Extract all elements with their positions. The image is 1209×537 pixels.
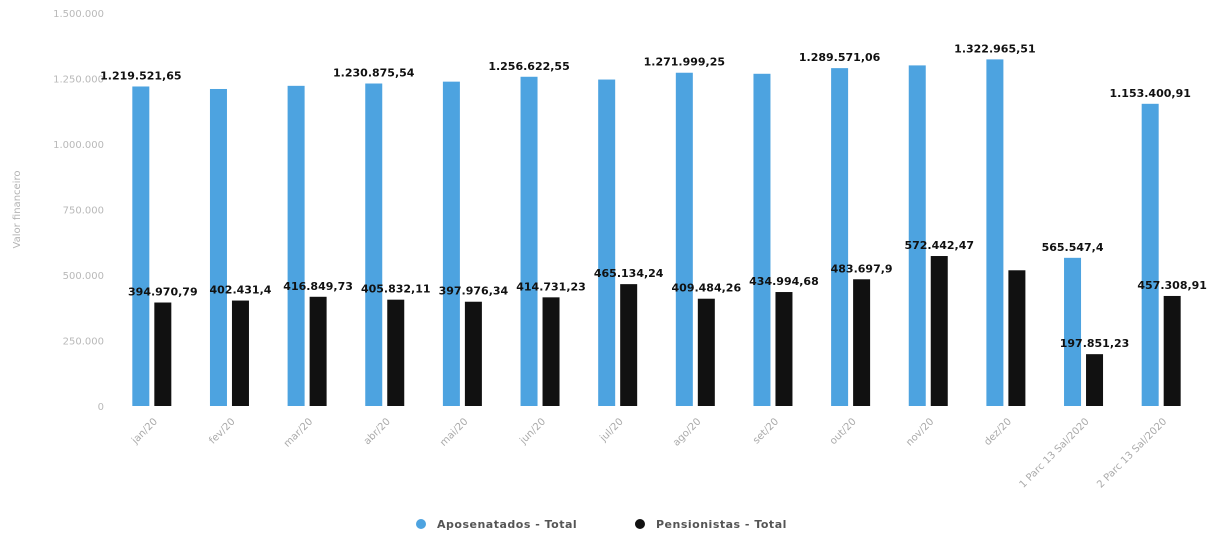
y-tick-label: 500.000 bbox=[63, 271, 104, 282]
data-label: 1.230.875,54 bbox=[333, 67, 415, 80]
data-label: 405.832,11 bbox=[361, 283, 431, 296]
legend-marker bbox=[416, 519, 426, 529]
bar-aposentados[interactable] bbox=[908, 65, 926, 407]
x-tick-label: mai/20 bbox=[438, 416, 470, 448]
data-label: 1.322.965,51 bbox=[954, 42, 1035, 55]
legend-item[interactable]: Aposenatados - Total bbox=[416, 518, 577, 531]
x-tick-label: nov/20 bbox=[904, 416, 936, 448]
x-tick-label: abr/20 bbox=[362, 416, 393, 447]
bar-pensionistas[interactable] bbox=[309, 296, 327, 406]
bar-aposentados[interactable] bbox=[520, 76, 538, 406]
bar-aposentados[interactable] bbox=[753, 73, 771, 406]
bar-aposentados[interactable] bbox=[1141, 103, 1159, 406]
bar-aposentados[interactable] bbox=[986, 59, 1004, 407]
x-tick-label: jul/20 bbox=[598, 416, 626, 444]
bar-pensionistas[interactable] bbox=[697, 298, 715, 406]
data-label: 414.731,23 bbox=[516, 280, 586, 293]
bar-pensionistas[interactable] bbox=[853, 279, 871, 406]
bar-pensionistas[interactable] bbox=[387, 299, 405, 406]
data-label: 1.219.521,65 bbox=[100, 69, 181, 82]
bar-aposentados[interactable] bbox=[442, 81, 460, 407]
data-label: 465.134,24 bbox=[594, 267, 664, 280]
bar-aposentados[interactable] bbox=[675, 72, 693, 406]
y-tick-label: 1.250.000 bbox=[53, 75, 104, 86]
bar-pensionistas[interactable] bbox=[930, 256, 948, 406]
data-label: 402.431,4 bbox=[209, 284, 271, 297]
data-label: 1.153.400,91 bbox=[1109, 87, 1190, 100]
data-label: 1.271.999,25 bbox=[644, 56, 725, 69]
data-label: 434.994,68 bbox=[749, 275, 819, 288]
x-tick-label: dez/20 bbox=[982, 416, 1014, 448]
bar-pensionistas[interactable] bbox=[1163, 295, 1181, 406]
x-tick-label: jun/20 bbox=[517, 416, 548, 447]
y-tick-label: 0 bbox=[98, 402, 104, 413]
y-tick-label: 1.000.000 bbox=[53, 140, 104, 151]
data-label: 483.697,9 bbox=[831, 262, 893, 275]
bar-pensionistas[interactable] bbox=[542, 297, 560, 406]
bar-pensionistas[interactable] bbox=[1008, 270, 1026, 406]
legend-item[interactable]: Pensionistas - Total bbox=[635, 518, 787, 531]
bar-aposentados[interactable] bbox=[132, 86, 150, 407]
bar-pensionistas[interactable] bbox=[154, 302, 172, 406]
data-label: 394.970,79 bbox=[128, 286, 198, 299]
legend-label: Aposenatados - Total bbox=[437, 518, 577, 531]
bar-aposentados[interactable] bbox=[1064, 257, 1082, 406]
x-tick-label: 2 Parc 13 Sal/2020 bbox=[1095, 416, 1169, 490]
bar-aposentados[interactable] bbox=[209, 88, 227, 406]
x-tick-label: mar/20 bbox=[282, 416, 315, 449]
y-axis: 0 250.000 500.000 750.000 1.000.000 1.250.000… bbox=[53, 9, 104, 413]
bar-pensionistas[interactable] bbox=[464, 301, 482, 406]
x-tick-label: ago/20 bbox=[671, 416, 703, 448]
data-label: 572.442,47 bbox=[904, 239, 974, 252]
bar-aposentados[interactable] bbox=[831, 68, 849, 406]
bar-aposentados[interactable] bbox=[365, 83, 383, 406]
y-tick-label: 750.000 bbox=[63, 206, 104, 217]
data-label: 457.308,91 bbox=[1137, 279, 1207, 292]
data-labels-group: 1.219.521,65 394.970,79 402.431,4 416.849,7… bbox=[100, 42, 1207, 350]
data-label: 1.256.622,55 bbox=[488, 60, 569, 73]
x-tick-label: set/20 bbox=[751, 416, 781, 446]
legend-label: Pensionistas - Total bbox=[656, 518, 787, 531]
bar-aposentados[interactable] bbox=[287, 85, 305, 406]
x-tick-label: out/20 bbox=[828, 416, 859, 447]
legend-marker bbox=[635, 519, 645, 529]
y-tick-label: 250.000 bbox=[63, 337, 104, 348]
y-axis-label: Valor financeiro bbox=[12, 171, 23, 249]
x-tick-label: jan/20 bbox=[129, 416, 160, 447]
data-label: 409.484,26 bbox=[672, 282, 742, 295]
bars-group bbox=[132, 59, 1181, 407]
data-label: 397.976,34 bbox=[439, 285, 509, 298]
bar-aposentados[interactable] bbox=[598, 79, 616, 406]
x-axis: jan/20 fev/20 mar/20 abr/20 mai/20 jun/20 jul/… bbox=[129, 416, 1169, 490]
data-label: 565.547,4 bbox=[1042, 241, 1104, 254]
x-tick-label: 1 Parc 13 Sal/2020 bbox=[1018, 416, 1092, 490]
y-tick-label: 1.500.000 bbox=[53, 9, 104, 20]
bar-pensionistas[interactable] bbox=[775, 292, 793, 406]
data-label: 416.849,73 bbox=[283, 280, 353, 293]
legend[interactable]: Aposenatados - Total Pensionistas - Total bbox=[416, 518, 787, 531]
bar-pensionistas[interactable] bbox=[1086, 354, 1104, 406]
data-label: 197.851,23 bbox=[1060, 337, 1130, 350]
bar-pensionistas[interactable] bbox=[231, 300, 249, 406]
bar-pensionistas[interactable] bbox=[620, 284, 638, 406]
x-tick-label: fev/20 bbox=[207, 416, 237, 446]
data-label: 1.289.571,06 bbox=[799, 51, 881, 64]
